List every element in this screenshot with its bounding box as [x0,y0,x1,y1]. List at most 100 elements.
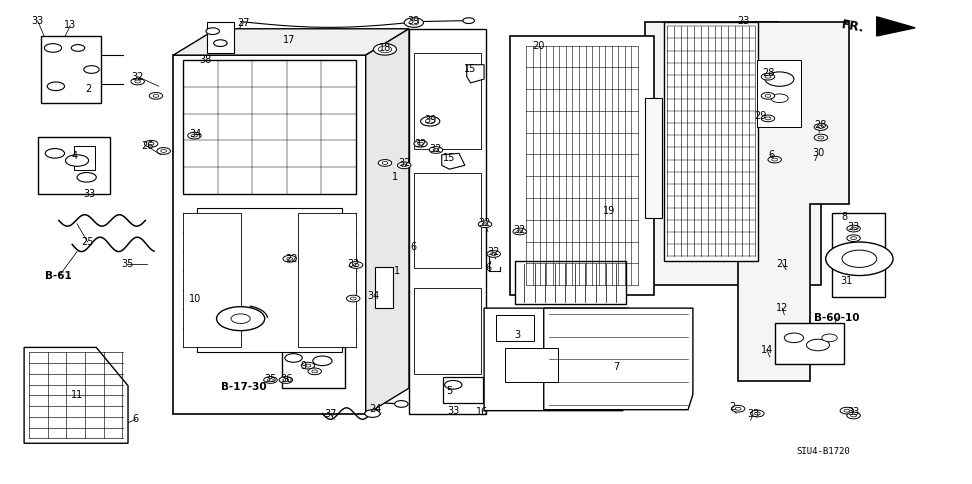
Circle shape [131,78,145,85]
Circle shape [807,339,829,351]
Text: 35: 35 [121,258,133,269]
Circle shape [444,380,462,389]
Circle shape [349,262,363,268]
Bar [74,146,95,170]
Bar [375,267,393,308]
Text: 25: 25 [82,237,94,247]
Circle shape [312,370,318,373]
Bar [173,55,365,414]
Bar [183,213,241,348]
Circle shape [426,119,435,123]
Circle shape [478,221,492,227]
Bar [414,172,481,268]
Circle shape [401,164,407,167]
Text: 12: 12 [777,303,788,313]
Text: 37: 37 [324,408,336,419]
Text: 2: 2 [86,84,91,94]
Circle shape [765,117,771,120]
Circle shape [283,378,289,381]
Text: 8: 8 [841,212,847,222]
Text: 4: 4 [71,151,77,161]
Circle shape [65,155,88,166]
Text: 32: 32 [513,225,526,235]
Text: 32: 32 [347,258,360,269]
Circle shape [815,134,827,141]
Text: 1: 1 [395,266,400,276]
Circle shape [373,44,397,55]
Text: 6: 6 [486,263,492,273]
Text: 32: 32 [398,158,410,168]
Bar [282,348,344,388]
Text: 19: 19 [603,206,615,216]
Bar [664,22,758,261]
Circle shape [279,377,293,383]
Circle shape [84,66,99,74]
Text: 28: 28 [762,68,774,78]
Text: 36: 36 [281,374,293,383]
Circle shape [135,80,141,83]
Circle shape [818,125,823,128]
Polygon shape [441,153,465,169]
Circle shape [822,334,837,342]
Text: 32: 32 [488,246,500,257]
Text: 32: 32 [414,139,427,149]
Text: 39: 39 [407,15,420,26]
Text: 33: 33 [84,189,95,199]
Bar [757,60,801,127]
Text: 7: 7 [612,362,619,372]
Circle shape [308,368,322,375]
Circle shape [765,94,771,97]
Circle shape [847,235,860,242]
Circle shape [398,162,411,169]
Text: 33: 33 [747,408,760,419]
Bar [505,348,558,382]
Bar [207,22,234,53]
Bar [832,213,885,297]
Circle shape [487,251,501,257]
Circle shape [491,253,497,256]
Circle shape [414,140,428,147]
Circle shape [305,364,311,367]
Bar [496,315,535,341]
Circle shape [847,412,860,419]
Circle shape [353,264,359,266]
Circle shape [761,74,775,80]
Text: 6: 6 [411,242,417,252]
Bar [414,287,481,374]
Text: 16: 16 [476,407,488,417]
Text: 33: 33 [848,407,859,417]
Text: 23: 23 [738,15,750,26]
Text: FR.: FR. [840,18,865,35]
Circle shape [850,227,856,230]
Circle shape [301,362,315,369]
Circle shape [350,297,356,300]
Circle shape [513,228,527,235]
Circle shape [840,408,853,414]
Circle shape [850,237,856,240]
Circle shape [287,257,293,260]
Circle shape [735,408,741,410]
Circle shape [784,333,804,343]
Circle shape [71,45,85,51]
Polygon shape [543,308,693,409]
Circle shape [45,44,61,52]
Circle shape [378,160,392,166]
Circle shape [48,82,64,91]
Text: 35: 35 [264,374,277,383]
Circle shape [283,256,296,262]
Bar [42,36,101,103]
Text: 24: 24 [369,404,382,414]
Text: 9: 9 [300,361,306,371]
Circle shape [765,72,794,86]
Bar [298,213,356,348]
Circle shape [844,409,850,412]
Circle shape [463,18,474,24]
Text: 29: 29 [754,111,767,121]
Text: B-60-10: B-60-10 [815,313,860,323]
Circle shape [815,123,827,130]
Text: 1: 1 [392,172,398,182]
Bar [644,98,662,218]
Circle shape [263,377,277,383]
Text: 34: 34 [367,291,379,301]
Circle shape [771,94,788,103]
